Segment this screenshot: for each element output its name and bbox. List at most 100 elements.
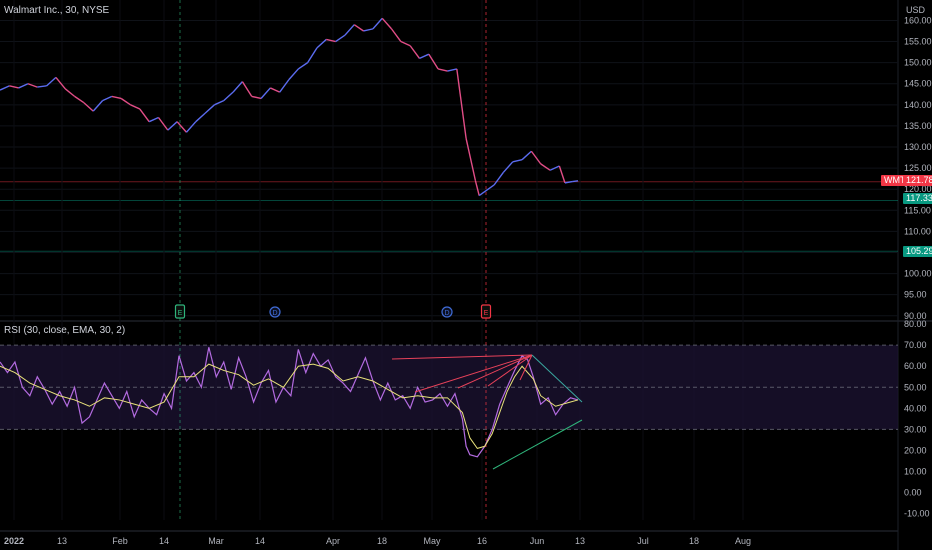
price-tick-label: 100.00: [904, 269, 932, 279]
time-tick-label: Feb: [112, 536, 128, 546]
time-tick-label: 16: [477, 536, 487, 546]
price-tick-label: 95.00: [904, 290, 927, 300]
price-segment: [279, 79, 290, 93]
price-segment: [251, 95, 262, 100]
price-segment: [456, 68, 467, 139]
trend-line-teal: [531, 354, 583, 403]
price-segment: [540, 163, 551, 171]
price-segment: [139, 108, 150, 123]
currency-label: USD: [906, 5, 926, 15]
wmt-symbol-badge: WMT: [881, 175, 909, 186]
event-marker-d[interactable]: D: [269, 306, 281, 318]
price-segment: [502, 161, 514, 173]
price-segment: [167, 121, 178, 131]
price-segment: [297, 62, 309, 70]
rsi-indicator-title[interactable]: RSI (30, close, EMA, 30, 2): [4, 325, 126, 336]
rsi-tick-label: 80.00: [904, 319, 927, 329]
price-segment: [0, 85, 10, 91]
rsi-tick-label: 60.00: [904, 361, 927, 371]
time-tick-label: Apr: [326, 536, 340, 546]
price-segment: [307, 47, 318, 64]
trend-line-red: [457, 354, 533, 389]
symbol-title[interactable]: Walmart Inc., 30, NYSE: [4, 5, 110, 16]
price-segment: [353, 24, 364, 32]
price-segment: [572, 180, 579, 183]
time-axis[interactable]: 2022 13 Feb 14 Mar 14 Apr 18 May 16 Jun 13 Jul 18 Aug: [4, 536, 751, 546]
price-segment: [83, 102, 94, 112]
trend-line-red: [414, 354, 533, 393]
price-segment: [46, 76, 57, 87]
price-segment: [185, 121, 197, 133]
event-marker-e[interactable]: E: [174, 304, 186, 319]
price-tick-label: 135.00: [904, 121, 932, 131]
price-segment: [157, 117, 169, 131]
rsi-ma-line: [0, 363, 579, 449]
event-marker-d[interactable]: D: [441, 306, 453, 318]
price-tick-label: 145.00: [904, 79, 932, 89]
price-segment: [335, 34, 346, 43]
price-segment: [316, 38, 327, 49]
price-tick-label: 115.00: [904, 205, 931, 215]
rsi-tick-label: 20.00: [904, 445, 927, 455]
price-segment: [176, 121, 187, 133]
earnings-icon: [480, 304, 492, 319]
price-segment: [27, 83, 38, 88]
time-tick-label: 14: [255, 536, 265, 546]
price-segment: [74, 95, 85, 104]
trend-lines: [391, 354, 583, 470]
price-segment: [549, 165, 560, 171]
price-segment: [223, 91, 234, 102]
time-tick-label: Aug: [735, 536, 751, 546]
rsi-line: [0, 347, 579, 458]
price-segment: [447, 68, 457, 72]
level-badge-1: 117.33: [903, 193, 932, 204]
price-segment: [270, 87, 280, 93]
price-segment: [381, 17, 393, 30]
price-tick-label: 90.00: [904, 311, 927, 321]
dividend-icon: [269, 306, 281, 318]
price-segment: [204, 104, 215, 114]
trend-line-green: [492, 419, 583, 470]
price-series: [0, 17, 579, 197]
price-tick-label: 160.00: [904, 15, 932, 25]
price-segment: [37, 85, 47, 88]
rsi-tick-label: 40.00: [904, 403, 927, 413]
price-segment: [64, 88, 76, 97]
price-segment: [474, 180, 480, 196]
price-axis[interactable]: 160.00 155.00 150.00 145.00 140.00 135.00 130.…: [904, 15, 932, 320]
price-segment: [465, 138, 477, 181]
rsi-tick-label: 50.00: [904, 382, 927, 392]
time-tick-label: Jun: [530, 536, 545, 546]
price-segment: [419, 53, 430, 60]
price-segment: [195, 112, 206, 123]
time-tick-label: 18: [689, 536, 699, 546]
price-segment: [9, 85, 19, 89]
event-marker-letter: E: [178, 310, 183, 317]
price-segment: [130, 104, 141, 110]
price-segment: [260, 87, 271, 99]
rsi-bands: [0, 344, 898, 430]
price-segment: [18, 83, 29, 89]
rsi-series: [0, 347, 579, 458]
price-segment: [241, 81, 253, 97]
rsi-axis[interactable]: 80.00 70.00 60.00 50.00 40.00 30.00 20.00 10.00…: [904, 319, 930, 519]
trend-line-red: [391, 354, 533, 360]
price-tick-label: 110.00: [904, 226, 931, 236]
trend-line-red: [487, 354, 533, 387]
price-segment: [564, 180, 573, 184]
earnings-icon: [174, 304, 186, 319]
dividend-icon: [441, 306, 453, 318]
price-segment: [326, 38, 336, 43]
price-tick-label: 150.00: [904, 58, 932, 68]
price-tick-label: 140.00: [904, 100, 932, 110]
price-segment: [148, 116, 159, 123]
price-segment: [344, 24, 355, 36]
price-segment: [288, 68, 299, 80]
rsi-tick-label: -10.00: [904, 509, 930, 519]
price-segment: [214, 99, 225, 106]
event-marker-e[interactable]: E: [480, 304, 492, 319]
event-marker-letter: D: [272, 310, 277, 317]
price-segment: [438, 68, 448, 72]
rsi-tick-label: 0.00: [904, 488, 922, 498]
